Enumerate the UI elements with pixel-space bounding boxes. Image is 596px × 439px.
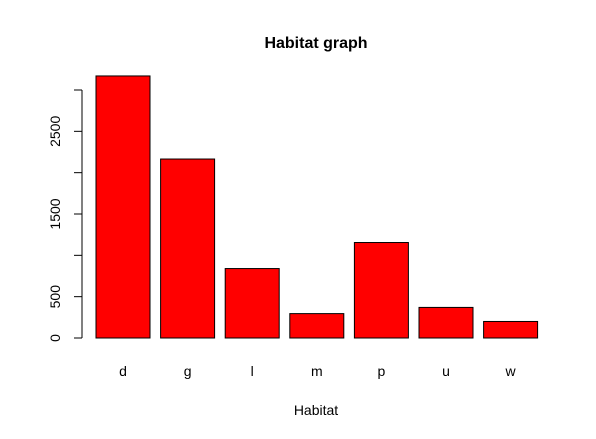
y-tick-label: 0 xyxy=(47,334,63,342)
bar-w xyxy=(483,320,539,339)
x-tick-label-m: m xyxy=(311,363,323,379)
y-axis: 0 500 1500 2500 xyxy=(47,89,83,342)
x-tick-label-d: d xyxy=(119,363,127,379)
x-tick-label-u: u xyxy=(442,363,450,379)
x-tick-label-w: w xyxy=(505,363,517,379)
bar-p xyxy=(353,242,409,339)
bars-group xyxy=(95,75,539,339)
y-tick-label: 1500 xyxy=(47,198,63,229)
bar-d xyxy=(95,75,151,339)
chart-title: Habitat graph xyxy=(264,35,367,52)
bar-u xyxy=(418,306,474,339)
x-tick-label-p: p xyxy=(378,363,386,379)
bar-g xyxy=(160,158,216,339)
x-axis-label: Habitat xyxy=(294,402,338,418)
y-tick-label: 500 xyxy=(47,285,63,309)
bar-m xyxy=(289,313,345,339)
x-tick-label-l: l xyxy=(251,363,254,379)
bar-l xyxy=(224,268,280,339)
y-tick-label: 2500 xyxy=(47,116,63,147)
x-tick-label-g: g xyxy=(184,363,192,379)
